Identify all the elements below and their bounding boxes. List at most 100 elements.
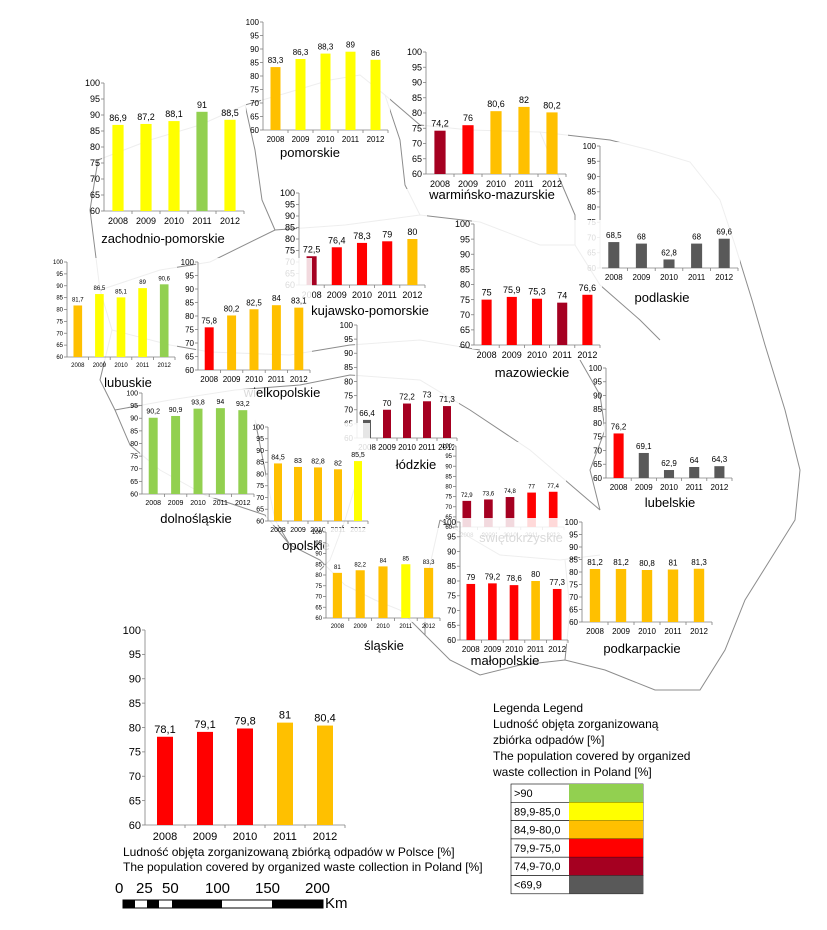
chart-malopolskie: 60 65 70 75 80 85 90 95 100 79 2008 79,2 2009 78,6 201… (443, 518, 570, 668)
y-tick-label: 65 (445, 515, 452, 521)
chart-wielkopolskie: 60 65 70 75 80 85 90 95 100 75,8 2008 80,2 2009 82,5 2… (181, 258, 321, 400)
y-tick-label: 80 (593, 419, 602, 428)
data-label-2009: 81,2 (613, 558, 629, 567)
x-tick-label-2008: 2008 (71, 363, 85, 369)
y-tick-label: 90 (315, 552, 322, 558)
y-tick-label: 60 (569, 618, 578, 627)
y-tick-label: 90 (129, 674, 141, 686)
x-tick-label-2012: 2012 (711, 483, 729, 492)
bar-2012 (443, 406, 451, 438)
y-tick-label: 70 (185, 339, 194, 348)
y-tick-label: 100 (442, 444, 453, 450)
data-label-2010: 75,3 (528, 287, 546, 297)
y-tick-label: 100 (312, 530, 323, 536)
data-label-2012: 64,3 (712, 455, 728, 464)
bar-2010 (505, 497, 515, 527)
x-tick-label-2009: 2009 (612, 627, 630, 636)
y-tick-label: 100 (280, 188, 295, 198)
border-zp-pm (244, 104, 276, 231)
bar-2008 (204, 327, 214, 370)
legend-title-5: waste collection in Poland [%] (492, 765, 652, 779)
y-tick-label: 65 (250, 112, 259, 121)
y-tick-label: 95 (593, 378, 602, 387)
data-label-2010: 62,8 (661, 248, 677, 257)
legend-swatch-85to89_9 (569, 802, 643, 821)
y-tick-label: 60 (130, 491, 138, 498)
y-tick-label: 85 (56, 296, 63, 302)
bar-2009 (635, 243, 647, 268)
bar-2008 (274, 463, 282, 521)
bar-2012 (552, 588, 562, 640)
bar-2011 (691, 243, 703, 268)
bar-2009 (295, 58, 306, 130)
data-label-2009: 69,1 (636, 442, 652, 451)
y-tick-label: 70 (445, 505, 452, 511)
bar-2012 (159, 284, 169, 357)
y-tick-label: 85 (250, 58, 259, 67)
y-tick-label: 85 (569, 555, 578, 564)
x-tick-label-2011: 2011 (514, 179, 533, 189)
bar-2011 (334, 469, 342, 521)
data-label-2008: 75 (482, 288, 492, 298)
chart-background (598, 142, 740, 272)
data-label-2008: 66,4 (359, 409, 375, 418)
bar-2012 (370, 59, 381, 130)
x-tick-label-2011: 2011 (686, 483, 704, 492)
region-name-zachodnio-pomorskie: zachodnio-pomorskie (101, 231, 225, 246)
y-tick-label: 60 (256, 518, 264, 525)
y-tick-label: 85 (285, 223, 295, 233)
y-tick-label: 95 (315, 541, 322, 547)
x-tick-label-2008: 2008 (586, 627, 604, 636)
x-tick-label-2010: 2010 (310, 527, 326, 534)
y-tick-label: 80 (56, 308, 63, 314)
legend-swatch-gt90 (569, 784, 643, 803)
y-tick-label: 60 (315, 616, 322, 622)
y-tick-label: 70 (56, 331, 63, 337)
x-tick-label-2010: 2010 (660, 483, 678, 492)
chart-opolskie: 60 65 70 75 80 85 90 95 100 84,5 2008 83 2009 82,8 201… (252, 423, 370, 553)
scale-label-0: 0 (115, 880, 123, 897)
x-tick-label-2012: 2012 (235, 500, 251, 507)
y-tick-label: 85 (185, 298, 194, 307)
x-tick-label-2008: 2008 (605, 273, 623, 282)
x-tick-label-2012: 2012 (438, 443, 456, 452)
y-tick-label: 100 (565, 518, 579, 527)
y-tick-label: 100 (443, 518, 457, 527)
bar-2008 (112, 124, 124, 211)
data-label-2009: 68 (637, 233, 646, 242)
y-tick-label: 95 (587, 157, 596, 166)
y-tick-label: 95 (130, 403, 138, 410)
bar-2008 (613, 433, 624, 478)
y-tick-label: 95 (250, 31, 259, 40)
legend-swatch-75to79_9 (569, 838, 643, 858)
legend-title-2: Ludność objęta zorganizowaną (493, 717, 659, 731)
y-tick-label: 70 (129, 771, 141, 783)
y-tick-label: 65 (185, 352, 194, 361)
x-tick-label-2010: 2010 (245, 375, 263, 384)
bar-2012 (548, 491, 558, 527)
x-tick-label-2012: 2012 (577, 350, 597, 360)
y-tick-label: 70 (130, 466, 138, 473)
y-tick-label: 85 (256, 460, 264, 467)
data-label-2011: 77 (528, 485, 535, 491)
data-label-2011: 80 (531, 570, 540, 579)
legend-label-80to84_9: 84,9-80,0 (514, 825, 560, 837)
region-name-kujawsko-pomorskie: kujawsko-pomorskie (311, 303, 429, 318)
data-label-2009: 87,2 (137, 112, 155, 122)
chart-background (604, 364, 734, 482)
x-tick-label-2010: 2010 (317, 135, 335, 144)
y-tick-label: 75 (256, 483, 264, 490)
y-tick-label: 90 (593, 391, 602, 400)
data-label-2009: 76,4 (328, 235, 346, 245)
x-tick-label-2009: 2009 (223, 375, 241, 384)
y-tick-label: 95 (344, 335, 353, 344)
x-tick-label-2012: 2012 (715, 273, 733, 282)
data-label-2010: 88,1 (165, 109, 183, 119)
bar-2012 (317, 725, 333, 825)
y-tick-label: 80 (445, 485, 452, 491)
y-tick-label: 80 (129, 722, 141, 734)
y-tick-label: 75 (285, 246, 295, 256)
y-tick-label: 85 (412, 93, 422, 103)
bar-2010 (320, 53, 331, 131)
x-tick-label-2011: 2011 (342, 135, 360, 144)
